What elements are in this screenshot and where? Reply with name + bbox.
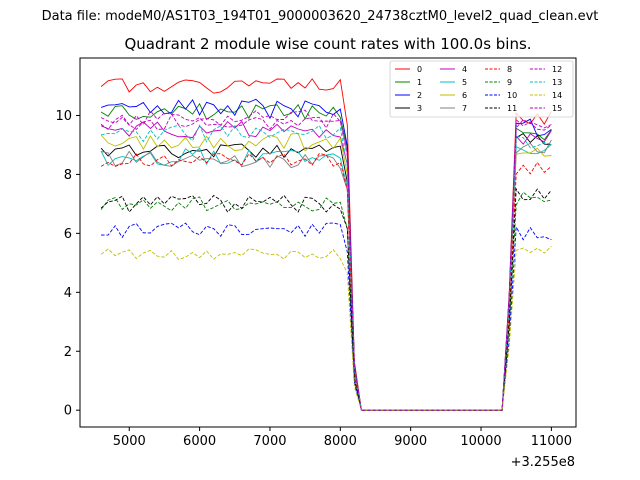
y-tick-label: 10 — [55, 109, 72, 124]
legend-label: 7 — [462, 104, 467, 113]
x-tick-label: 7000 — [253, 434, 286, 449]
x-axis-offset-label: +3.255e8 — [511, 455, 575, 470]
y-tick-label: 8 — [64, 168, 72, 183]
axes-frame — [79, 57, 577, 428]
series-line-13 — [101, 124, 552, 411]
series-line-7 — [101, 139, 552, 411]
y-tick-label: 0 — [64, 404, 72, 419]
legend-label: 0 — [417, 65, 422, 74]
x-tick-label: 6000 — [183, 434, 216, 449]
series-line-10 — [101, 222, 552, 411]
figure-suptitle: Data file: modeM0/AS1T03_194T01_90000036… — [42, 9, 599, 24]
y-axis: 0 2 4 6 8 10 — [55, 109, 80, 419]
legend-label: 14 — [552, 91, 562, 100]
legend-label: 12 — [552, 65, 562, 74]
series-line-15 — [100, 109, 552, 411]
legend-label: 8 — [507, 65, 512, 74]
legend-label: 6 — [462, 91, 467, 100]
series-line-2 — [100, 98, 552, 411]
x-tick-label: 10000 — [460, 434, 501, 449]
legend-label: 13 — [552, 78, 562, 87]
series-line-5 — [100, 144, 552, 411]
series-line-12 — [100, 112, 552, 411]
legend-label: 2 — [417, 91, 422, 100]
series-line-3 — [100, 133, 552, 411]
legend-label: 3 — [417, 104, 422, 113]
series-line-9 — [100, 191, 552, 411]
series-line-6 — [100, 132, 552, 411]
y-tick-label: 6 — [64, 227, 72, 242]
legend-label: 10 — [507, 91, 517, 100]
series-line-4 — [100, 120, 552, 411]
legend-label: 1 — [417, 78, 422, 87]
x-tick-label: 9000 — [394, 434, 427, 449]
x-axis: 5000 6000 7000 8000 9000 10000 11000 — [113, 427, 572, 449]
y-tick-label: 2 — [64, 345, 72, 360]
legend-box — [389, 60, 574, 118]
legend-label: 4 — [462, 65, 467, 74]
series-line-14 — [100, 245, 552, 411]
series-line-8 — [100, 153, 552, 411]
y-tick-label: 4 — [64, 286, 72, 301]
legend-label: 15 — [552, 104, 562, 113]
x-tick-label: 8000 — [324, 434, 357, 449]
chart-title: Quadrant 2 module wise count rates with … — [124, 35, 531, 53]
legend-label: 11 — [507, 104, 517, 113]
series-line-11 — [100, 187, 552, 411]
legend-label: 5 — [462, 78, 467, 87]
x-tick-label: 11000 — [531, 434, 572, 449]
x-tick-label: 5000 — [113, 434, 146, 449]
plot-lines — [100, 78, 552, 411]
legend-label: 9 — [507, 78, 512, 87]
